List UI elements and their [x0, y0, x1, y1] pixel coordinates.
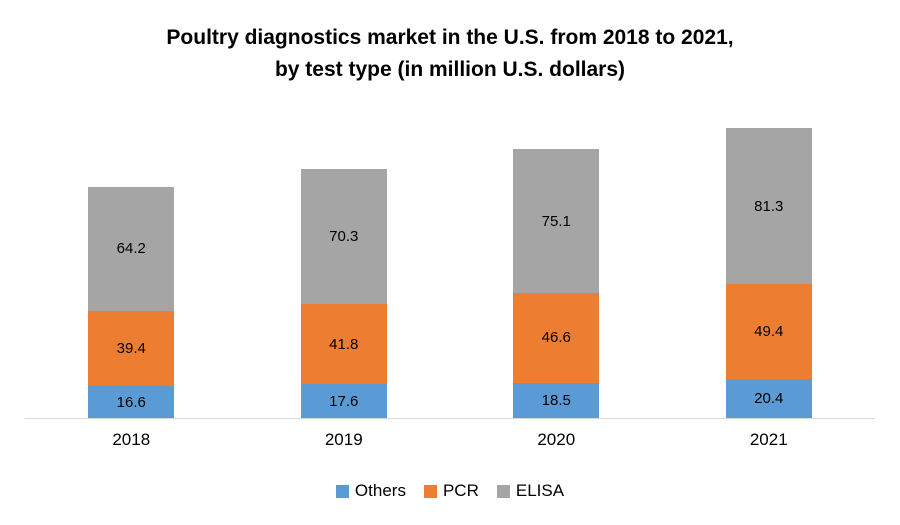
bars-container: 64.2 39.4 16.6 70.3 41.8 17.6 75.1 46.6 18.5 81.3…	[25, 128, 875, 418]
legend-label: Others	[354, 481, 406, 500]
legend-item-elisa: ELISA	[496, 481, 565, 501]
value-label: 46.6	[541, 329, 571, 347]
legend-label: PCR	[442, 481, 479, 500]
bar-column-2021: 81.3 49.4 20.4	[663, 128, 876, 418]
legend-item-pcr: PCR	[423, 481, 479, 501]
legend-label: ELISA	[515, 481, 565, 500]
legend-swatch-others	[335, 484, 349, 498]
segment-elisa-2019: 70.3	[300, 169, 387, 305]
stacked-bar-2018: 64.2 39.4 16.6	[88, 187, 175, 418]
x-axis-label-2019: 2019	[324, 430, 363, 449]
x-axis-label-2021: 2021	[749, 430, 788, 449]
segment-pcr-2020: 46.6	[513, 293, 600, 383]
segment-elisa-2020: 75.1	[513, 149, 600, 294]
segment-pcr-2018: 39.4	[88, 310, 175, 387]
value-label: 75.1	[541, 212, 571, 230]
value-label: 16.6	[116, 393, 146, 411]
legend-swatch-elisa	[496, 484, 510, 498]
x-axis-label-2020: 2020	[537, 430, 576, 449]
chart-title: Poultry diagnostics market in the U.S. f…	[166, 26, 734, 81]
value-label: 17.6	[329, 392, 359, 410]
stacked-bar-2019: 70.3 41.8 17.6	[300, 169, 387, 418]
segment-others-2021: 20.4	[725, 378, 812, 418]
value-label: 70.3	[329, 228, 359, 246]
segment-others-2020: 18.5	[513, 382, 600, 418]
value-label: 49.4	[754, 322, 784, 340]
value-label: 81.3	[754, 197, 784, 215]
value-label: 64.2	[116, 240, 146, 258]
value-label: 39.4	[116, 339, 146, 357]
legend-swatch-pcr	[423, 484, 437, 498]
segment-pcr-2021: 49.4	[725, 284, 812, 379]
plot-area: 64.2 39.4 16.6 70.3 41.8 17.6 75.1 46.6 18.5 81.3…	[25, 128, 875, 419]
legend: Others PCR ELISA	[0, 481, 900, 501]
segment-others-2019: 17.6	[300, 384, 387, 418]
value-label: 18.5	[541, 391, 571, 409]
value-label: 41.8	[329, 335, 359, 353]
value-label: 20.4	[754, 389, 784, 407]
bar-column-2019: 70.3 41.8 17.6	[238, 128, 451, 418]
x-axis-labels: 2018 2019 2020 2021	[25, 430, 875, 450]
segment-others-2018: 16.6	[88, 386, 175, 418]
segment-pcr-2019: 41.8	[300, 304, 387, 385]
segment-elisa-2018: 64.2	[88, 187, 175, 311]
segment-elisa-2021: 81.3	[725, 128, 812, 285]
bar-column-2020: 75.1 46.6 18.5	[450, 128, 663, 418]
stacked-bar-2020: 75.1 46.6 18.5	[513, 149, 600, 418]
bar-column-2018: 64.2 39.4 16.6	[25, 128, 238, 418]
legend-item-others: Others	[335, 481, 406, 501]
stacked-bar-2021: 81.3 49.4 20.4	[725, 128, 812, 418]
x-axis-label-2018: 2018	[112, 430, 151, 449]
